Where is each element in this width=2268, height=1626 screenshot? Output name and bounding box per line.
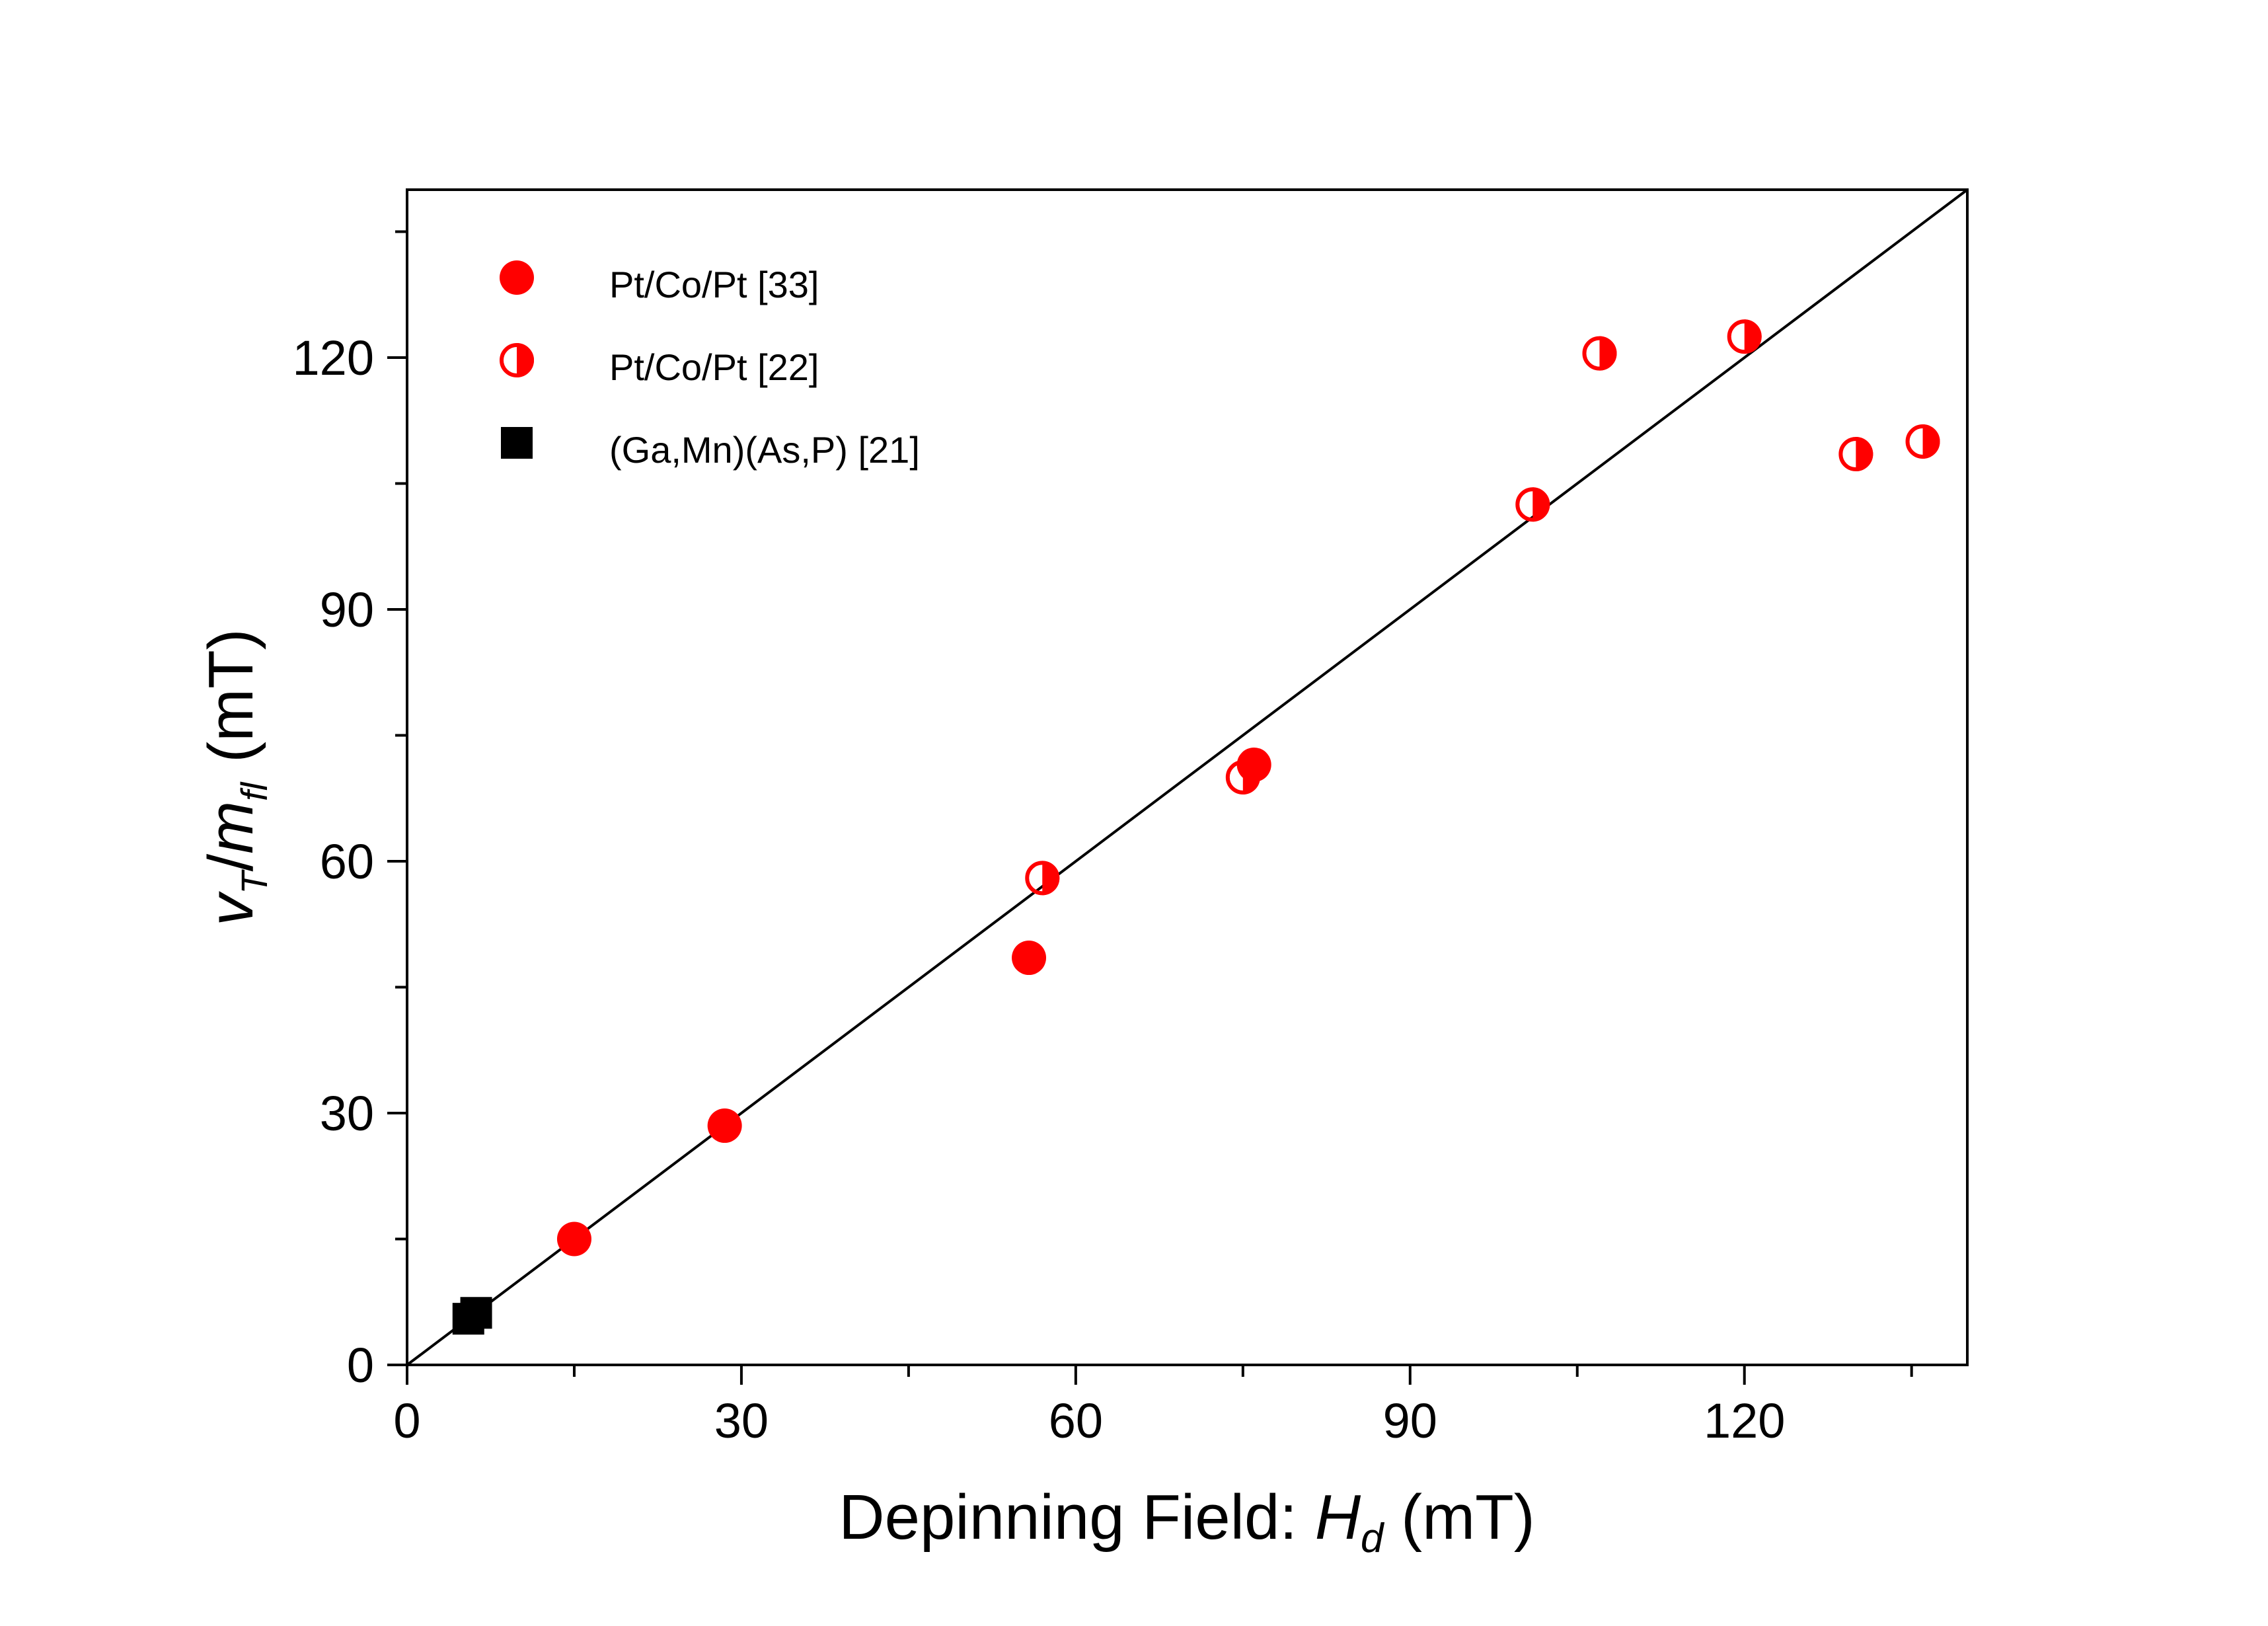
y-tick-label: 0 bbox=[347, 1338, 374, 1393]
major-ticks bbox=[387, 356, 1746, 1385]
x-tick-label: 90 bbox=[1383, 1393, 1437, 1448]
x-tick-label: 120 bbox=[1704, 1393, 1785, 1448]
data-point-series-2 bbox=[1727, 319, 1762, 354]
legend-label: Pt/Co/Pt [33] bbox=[609, 264, 819, 305]
y-axis-title: vT/mfl(mT) bbox=[196, 629, 275, 925]
x-axis-title: Depinning Field: Hd (mT) bbox=[839, 1482, 1534, 1561]
data-point-series-2 bbox=[1225, 760, 1260, 794]
legend-label: (Ga,Mn)(As,P) [21] bbox=[609, 429, 920, 471]
legend-marker bbox=[501, 427, 533, 459]
minor-ticks bbox=[395, 230, 1913, 1377]
data-point-series-1 bbox=[1012, 941, 1047, 976]
data-point-series-2 bbox=[1515, 487, 1550, 522]
data-point-series-1 bbox=[556, 1221, 591, 1257]
marker-outline bbox=[1838, 437, 1873, 472]
data-points bbox=[452, 319, 1940, 1335]
plot-frame bbox=[406, 188, 1969, 1366]
data-point-series-1 bbox=[707, 1108, 742, 1143]
data-point-series-3 bbox=[460, 1297, 492, 1329]
marker-outline bbox=[1515, 487, 1550, 522]
legend: Pt/Co/Pt [33] Pt/Co/Pt [22] (Ga,Mn)(As,P) … bbox=[500, 260, 920, 471]
reference-line-group bbox=[406, 188, 1969, 1366]
marker-outline bbox=[1582, 336, 1617, 371]
marker-outline bbox=[1727, 319, 1762, 354]
marker-outline bbox=[1025, 861, 1060, 896]
y-tick-label: 120 bbox=[293, 330, 374, 385]
x-tick-label: 60 bbox=[1049, 1393, 1103, 1448]
marker-outline bbox=[1905, 424, 1940, 459]
data-point-series-2 bbox=[1025, 861, 1060, 896]
data-point-series-2 bbox=[1838, 437, 1873, 472]
y-tick-label: 30 bbox=[320, 1086, 374, 1141]
y-tick-label: 90 bbox=[320, 582, 374, 637]
legend-marker bbox=[500, 343, 534, 377]
x-tick-label: 0 bbox=[393, 1393, 420, 1448]
x-tick-label: 30 bbox=[714, 1393, 769, 1448]
data-point-series-2 bbox=[1905, 424, 1940, 459]
legend-marker bbox=[500, 260, 534, 295]
data-point-series-2 bbox=[1582, 336, 1617, 371]
reference-line bbox=[406, 188, 1969, 1366]
x-tick-labels: 0 30 60 90 120 bbox=[393, 1393, 1785, 1448]
marker-outline bbox=[500, 343, 534, 377]
y-tick-labels: 0 30 60 90 120 bbox=[293, 330, 374, 1393]
legend-label: Pt/Co/Pt [22] bbox=[609, 346, 819, 388]
y-tick-label: 60 bbox=[320, 834, 374, 889]
marker-outline bbox=[1225, 760, 1260, 794]
